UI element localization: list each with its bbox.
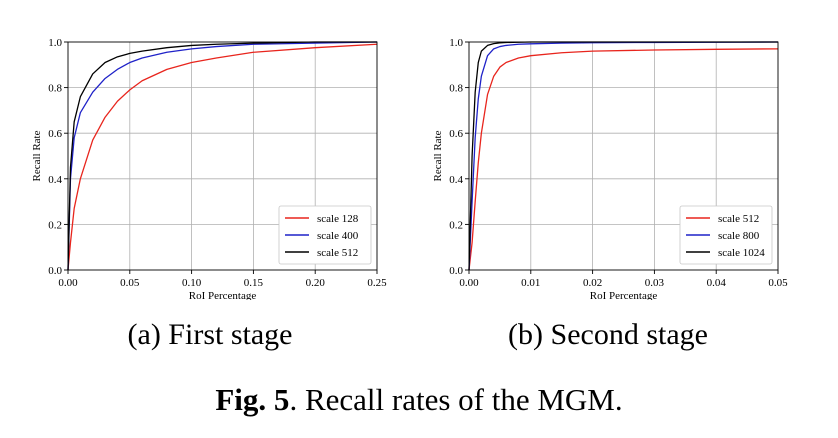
y-tick-label: 0.8 bbox=[48, 83, 62, 95]
figure-canvas: 0.00 0.05 0.10 0.15 0.20 0.25 0.0 0.2 0.4 0.6 0.8 1… bbox=[31, 37, 788, 300]
plot-frame bbox=[468, 41, 779, 271]
chart-a: 0.00 0.05 0.10 0.15 0.20 0.25 0.0 0.2 0.4 0.6 0.8 1… bbox=[31, 37, 387, 300]
legend-label: scale 400 bbox=[317, 230, 359, 242]
legend: scale 128 scale 400 scale 512 bbox=[278, 205, 372, 265]
series-line bbox=[67, 43, 378, 271]
figure-caption-text: . Recall rates of the MGM. bbox=[289, 382, 623, 417]
y-axis-label: Recall Rate bbox=[31, 130, 43, 181]
y-tick-label: 0.4 bbox=[449, 174, 463, 186]
legend-label: scale 1024 bbox=[718, 247, 765, 259]
x-tick-label: 0.00 bbox=[58, 277, 78, 289]
y-tick-label: 0.4 bbox=[48, 174, 62, 186]
x-tick-label: 0.15 bbox=[244, 277, 264, 289]
x-tick-label: 0.03 bbox=[645, 277, 665, 289]
y-tick-label: 0.0 bbox=[48, 265, 62, 277]
y-tick-label: 0.6 bbox=[449, 128, 463, 140]
legend-label: scale 800 bbox=[718, 230, 760, 242]
x-tick-label: 0.02 bbox=[583, 277, 602, 289]
subcaption-a: (a) First stage bbox=[127, 318, 293, 351]
y-tick-label: 0.2 bbox=[449, 219, 463, 231]
x-axis-label: RoI Percentage bbox=[189, 290, 257, 300]
figure-caption: Fig. 5. Recall rates of the MGM. bbox=[0, 382, 838, 418]
chart-b: 0.00 0.01 0.02 0.03 0.04 0.05 0.0 0.2 0.4 0.6 0.8 1… bbox=[432, 37, 788, 300]
figure-label: Fig. 5 bbox=[215, 382, 290, 417]
series-line bbox=[67, 41, 378, 271]
x-tick-label: 0.04 bbox=[707, 277, 727, 289]
y-tick-label: 0.0 bbox=[449, 265, 463, 277]
series-line bbox=[67, 41, 377, 271]
legend-label: scale 512 bbox=[317, 247, 358, 259]
x-tick-label: 0.05 bbox=[120, 277, 140, 289]
x-tick-label: 0.20 bbox=[306, 277, 326, 289]
y-tick-label: 0.8 bbox=[449, 83, 463, 95]
plot-frame bbox=[67, 41, 378, 271]
x-tick-label: 0.00 bbox=[459, 277, 479, 289]
y-axis-label: Recall Rate bbox=[432, 130, 444, 181]
series-line bbox=[468, 48, 779, 271]
legend-label: scale 512 bbox=[718, 213, 759, 225]
legend-box bbox=[278, 205, 372, 265]
legend: scale 512 scale 800 scale 1024 bbox=[679, 205, 773, 265]
subcaption-b: (b) Second stage bbox=[508, 318, 708, 351]
legend-box bbox=[679, 205, 773, 265]
x-axis-label: RoI Percentage bbox=[590, 290, 658, 300]
legend-label: scale 128 bbox=[317, 213, 359, 225]
y-tick-label: 0.6 bbox=[48, 128, 62, 140]
y-tick-label: 1.0 bbox=[48, 37, 62, 49]
x-tick-label: 0.10 bbox=[182, 277, 202, 289]
y-tick-label: 1.0 bbox=[449, 37, 463, 49]
y-tick-label: 0.2 bbox=[48, 219, 62, 231]
x-tick-label: 0.25 bbox=[367, 277, 387, 289]
x-tick-label: 0.01 bbox=[521, 277, 540, 289]
x-tick-label: 0.05 bbox=[768, 277, 788, 289]
